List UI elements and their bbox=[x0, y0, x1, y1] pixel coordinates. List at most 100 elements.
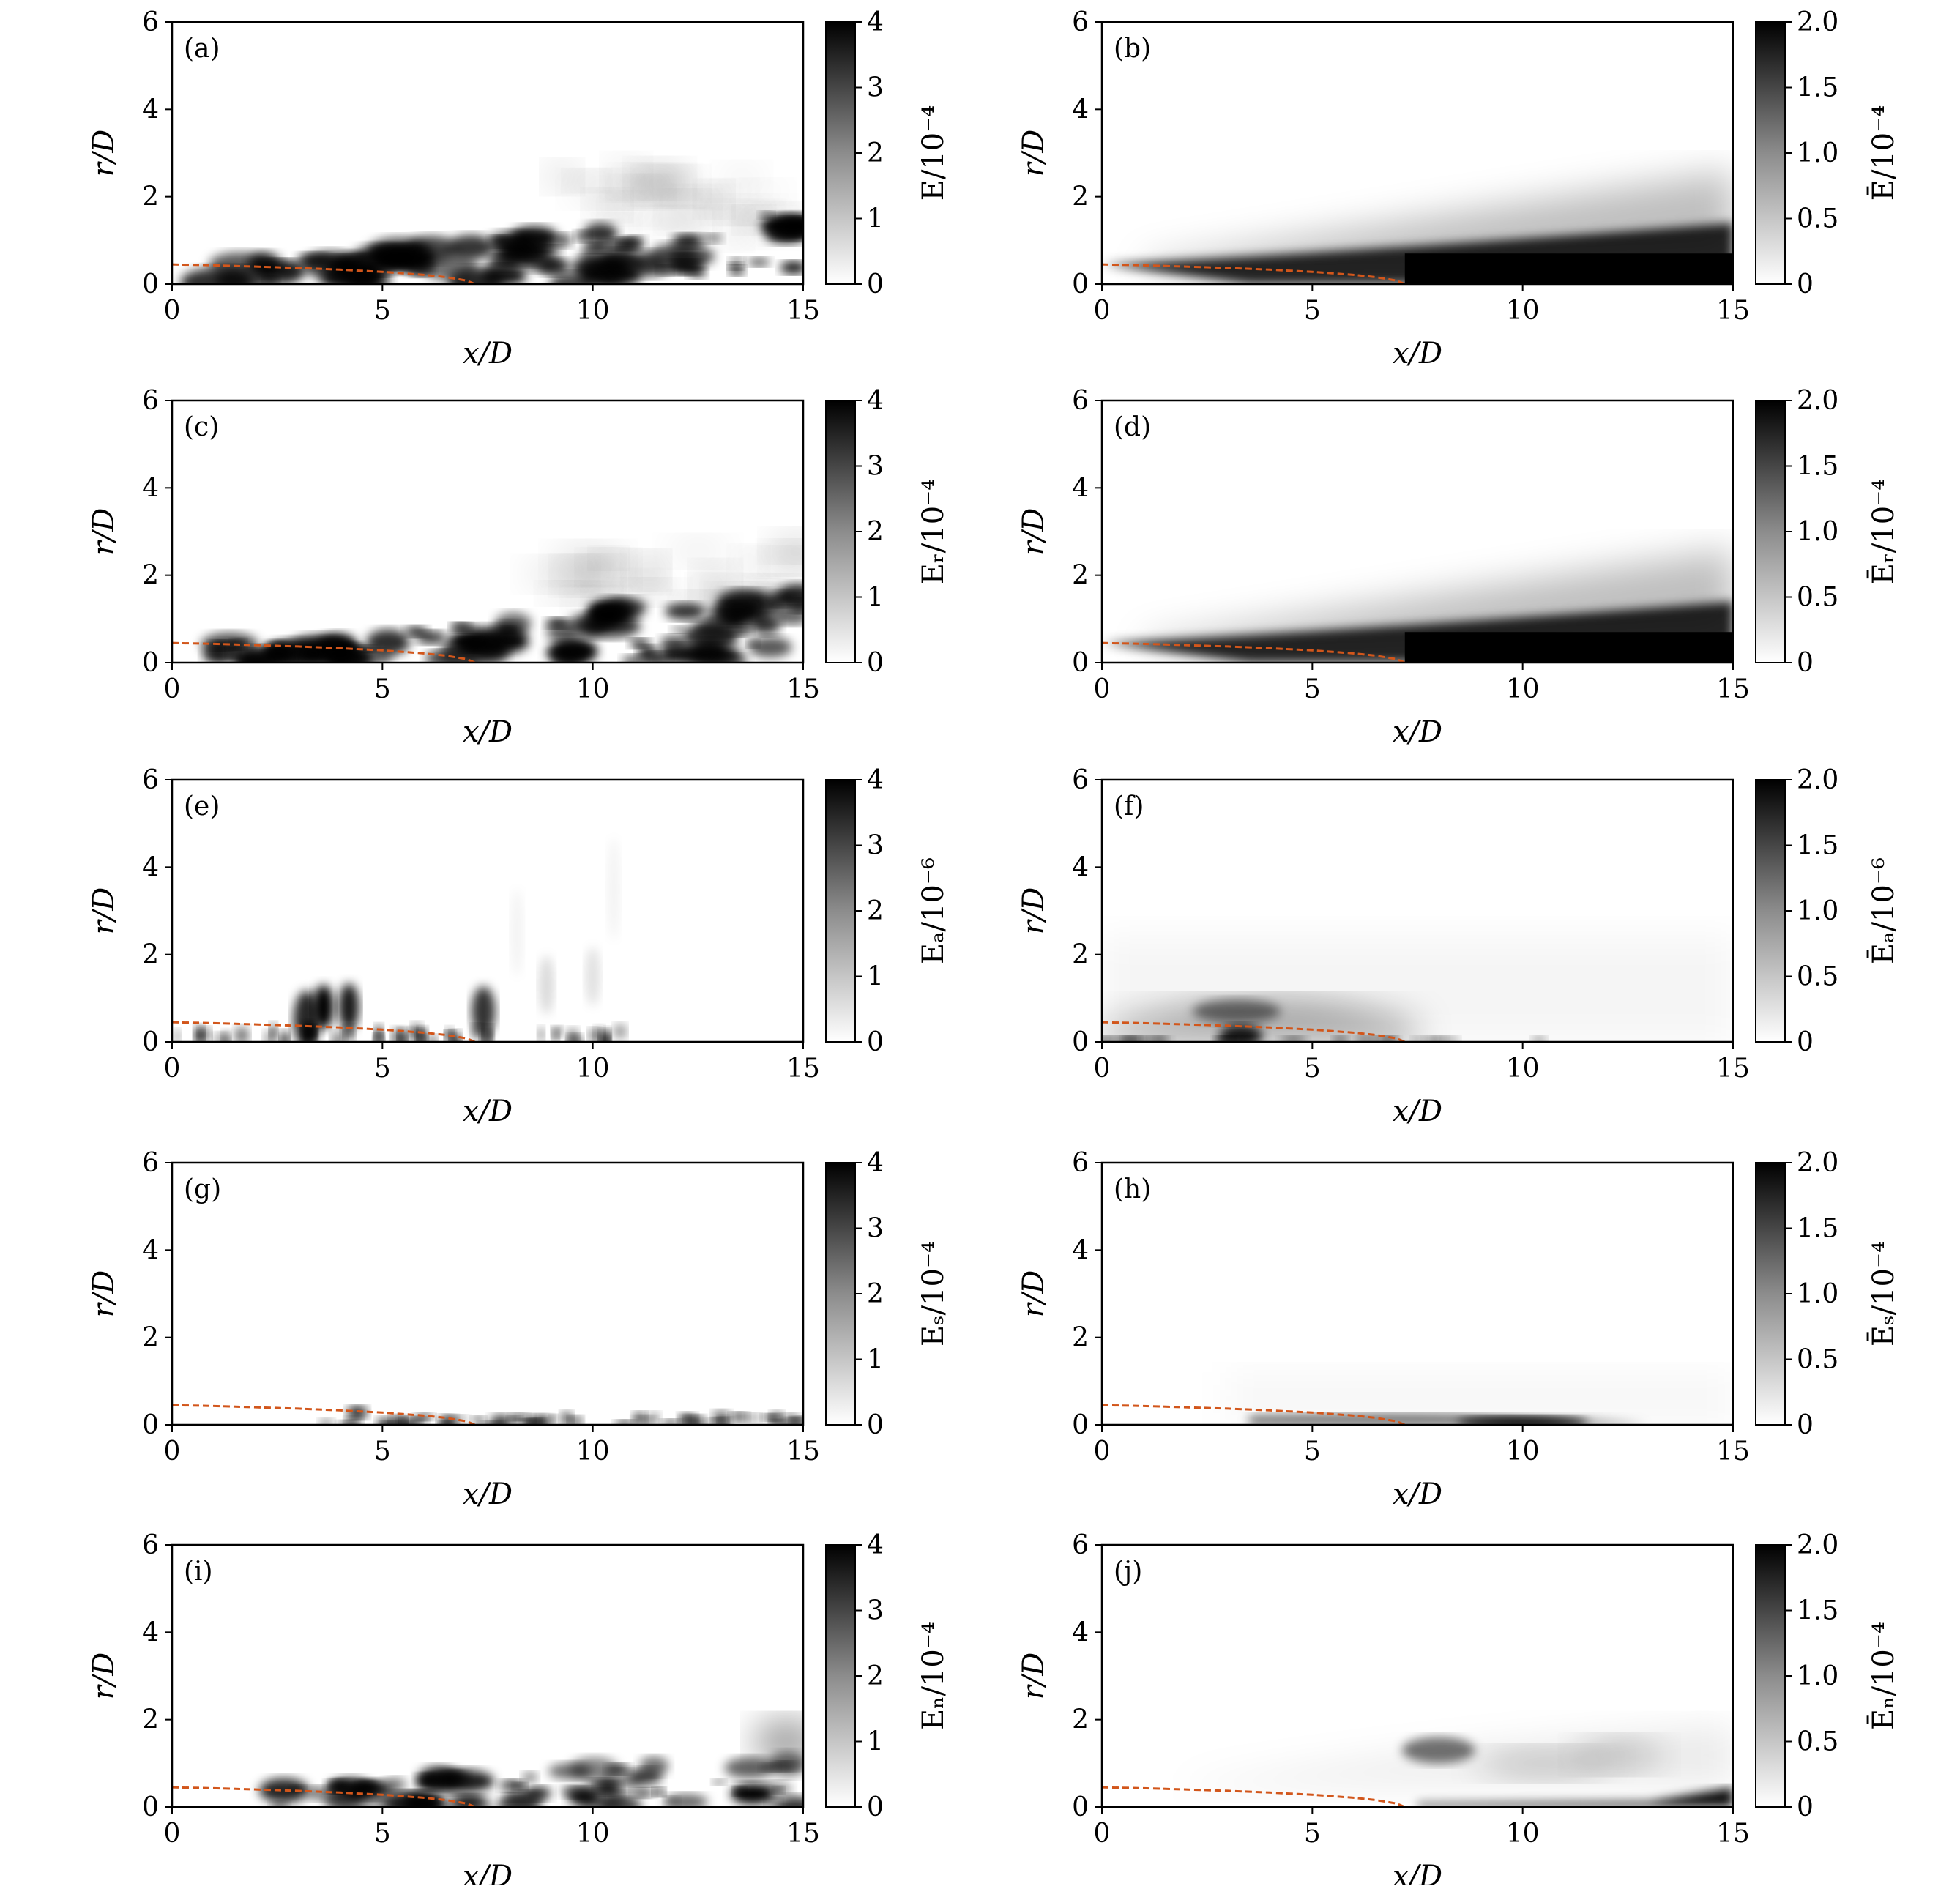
heatmap-field bbox=[172, 22, 803, 284]
panel-i: 0 5 10 15 0 2 4 6 x/D r/D (i) 0 1 2 3 4 Eₙ/10⁻⁴ bbox=[87, 1530, 950, 1889]
x-tick-label: 5 bbox=[1304, 296, 1321, 326]
field-blobs bbox=[258, 1719, 803, 1807]
x-tick-label: 10 bbox=[576, 1437, 610, 1467]
y-tick-label: 2 bbox=[1072, 182, 1089, 212]
colorbar-tick-label: 4 bbox=[867, 7, 884, 37]
y-tick-label: 2 bbox=[1072, 1705, 1089, 1735]
field-blobs bbox=[1102, 548, 1733, 663]
y-tick-label: 0 bbox=[142, 1027, 159, 1057]
y-tick-label: 4 bbox=[142, 1617, 159, 1647]
colorbar-tick-label: 2.0 bbox=[1797, 7, 1838, 37]
colorbar-tick-label: 0 bbox=[867, 648, 884, 678]
core-boundary-line bbox=[1102, 263, 1406, 284]
core-boundary-line bbox=[172, 263, 476, 284]
colorbar-gradient bbox=[825, 779, 856, 1043]
colorbar-tick-label: 1.5 bbox=[1797, 452, 1838, 482]
core-boundary-line bbox=[172, 641, 476, 663]
colorbar: 0 0.5 1.0 1.5 2.0 Ēₐ/10⁻⁶ bbox=[1755, 765, 1901, 1057]
y-tick-label: 2 bbox=[1072, 561, 1089, 591]
panel-label: (d) bbox=[1114, 412, 1151, 442]
y-tick-label: 6 bbox=[142, 7, 159, 37]
y-tick-label: 6 bbox=[1072, 765, 1089, 795]
axes-frame bbox=[1100, 778, 1734, 1043]
y-axis-label: r/D bbox=[1017, 130, 1051, 177]
colorbar-tick-label: 4 bbox=[867, 1148, 884, 1178]
core-boundary-line bbox=[172, 1021, 476, 1042]
colorbar: 0 1 2 3 4 Eₐ/10⁻⁶ bbox=[825, 765, 950, 1057]
y-tick-label: 2 bbox=[142, 1323, 159, 1353]
axes-frame bbox=[1100, 1161, 1734, 1426]
colorbar-tick-label: 0.5 bbox=[1797, 1727, 1838, 1757]
field-blobs bbox=[1185, 1724, 1733, 1807]
panel-label: (b) bbox=[1114, 34, 1151, 64]
y-tick-label: 2 bbox=[142, 182, 159, 212]
colorbar-gradient bbox=[1755, 400, 1786, 663]
x-tick-label: 0 bbox=[1094, 674, 1111, 704]
x-axis-label: x/D bbox=[463, 1478, 513, 1511]
y-tick-label: 0 bbox=[1072, 648, 1089, 678]
panel-label: (h) bbox=[1114, 1174, 1151, 1204]
panel-label: (f) bbox=[1114, 791, 1144, 821]
field-blobs bbox=[174, 838, 627, 1042]
x-axis-label: x/D bbox=[463, 337, 513, 370]
colorbar-tick-label: 3 bbox=[867, 73, 884, 103]
y-tick-label: 4 bbox=[142, 94, 159, 124]
panel-a: 0 5 10 15 0 2 4 6 x/D r/D (a) 0 1 2 3 4 E/10⁻⁴ bbox=[87, 7, 950, 370]
colorbar-gradient bbox=[1755, 21, 1786, 285]
y-tick-label: 6 bbox=[142, 386, 159, 416]
colorbar-label: Eₐ/10⁻⁶ bbox=[917, 857, 950, 964]
colorbar-tick-label: 1 bbox=[867, 1345, 884, 1375]
y-tick-label: 4 bbox=[1072, 1235, 1089, 1265]
x-tick-label: 5 bbox=[374, 1437, 391, 1467]
y-tick-label: 6 bbox=[1072, 1530, 1089, 1560]
panel-e: 0 5 10 15 0 2 4 6 x/D r/D (e) 0 1 2 3 4 Eₐ/10⁻⁶ bbox=[87, 765, 950, 1128]
y-tick-label: 4 bbox=[142, 473, 159, 503]
colorbar-tick-label: 2.0 bbox=[1797, 765, 1838, 795]
colorbar-tick-label: 0.5 bbox=[1797, 962, 1838, 992]
x-axis-label: x/D bbox=[463, 1860, 513, 1885]
colorbar-tick-label: 2.0 bbox=[1797, 1148, 1838, 1178]
colorbar-tick-label: 3 bbox=[867, 1214, 884, 1244]
x-tick-label: 5 bbox=[374, 1054, 391, 1084]
heatmap-field bbox=[172, 400, 803, 663]
panel-f: 0 5 10 15 0 2 4 6 x/D r/D (f) 0 0.5 1.0 1.5 2.0 Ēₐ/10⁻⁶ bbox=[1017, 765, 1901, 1128]
heatmap-field bbox=[172, 1545, 803, 1807]
panel-j: 0 5 10 15 0 2 4 6 x/D r/D (j) 0 0.5 1.0 1.5 2.0 Ēₙ/10⁻⁴ bbox=[1017, 1530, 1901, 1889]
heatmap-field bbox=[172, 780, 803, 1042]
core-boundary-line bbox=[1102, 1404, 1406, 1425]
colorbar-gradient bbox=[825, 21, 856, 285]
colorbar: 0 0.5 1.0 1.5 2.0 Ēₙ/10⁻⁴ bbox=[1755, 1530, 1901, 1822]
panel-label: (i) bbox=[184, 1557, 213, 1587]
y-axis-label: r/D bbox=[87, 887, 121, 935]
y-tick-label: 4 bbox=[1072, 1617, 1089, 1647]
x-tick-label: 0 bbox=[164, 1819, 181, 1849]
x-tick-label: 10 bbox=[1506, 1054, 1540, 1084]
x-tick-label: 10 bbox=[576, 1819, 610, 1849]
colorbar-gradient bbox=[1755, 1162, 1786, 1426]
x-tick-label: 5 bbox=[1304, 674, 1321, 704]
x-tick-label: 0 bbox=[164, 1054, 181, 1084]
colorbar-gradient bbox=[825, 1544, 856, 1808]
x-tick-label: 5 bbox=[1304, 1819, 1321, 1849]
colorbar-tick-label: 0 bbox=[867, 269, 884, 299]
y-tick-label: 4 bbox=[1072, 473, 1089, 503]
y-tick-label: 4 bbox=[142, 1235, 159, 1265]
colorbar-tick-label: 1.0 bbox=[1797, 517, 1838, 547]
y-tick-label: 6 bbox=[1072, 1148, 1089, 1178]
colorbar-label: Ēₙ/10⁻⁴ bbox=[1867, 1622, 1901, 1730]
x-tick-label: 15 bbox=[1716, 1437, 1750, 1467]
y-tick-label: 4 bbox=[1072, 94, 1089, 124]
colorbar-tick-label: 1 bbox=[867, 1727, 884, 1757]
x-tick-label: 10 bbox=[576, 674, 610, 704]
colorbar-label: Ēᵣ/10⁻⁴ bbox=[1867, 479, 1901, 585]
axes-frame bbox=[171, 1543, 805, 1808]
panel-label: (e) bbox=[184, 791, 220, 821]
y-tick-label: 2 bbox=[142, 561, 159, 591]
colorbar-tick-label: 1.0 bbox=[1797, 138, 1838, 168]
colorbar-tick-label: 3 bbox=[867, 831, 884, 861]
x-tick-label: 5 bbox=[1304, 1054, 1321, 1084]
y-axis-label: r/D bbox=[1017, 1270, 1051, 1318]
colorbar: 0 1 2 3 4 Eₙ/10⁻⁴ bbox=[825, 1530, 950, 1822]
colorbar-tick-label: 0 bbox=[1797, 269, 1814, 299]
